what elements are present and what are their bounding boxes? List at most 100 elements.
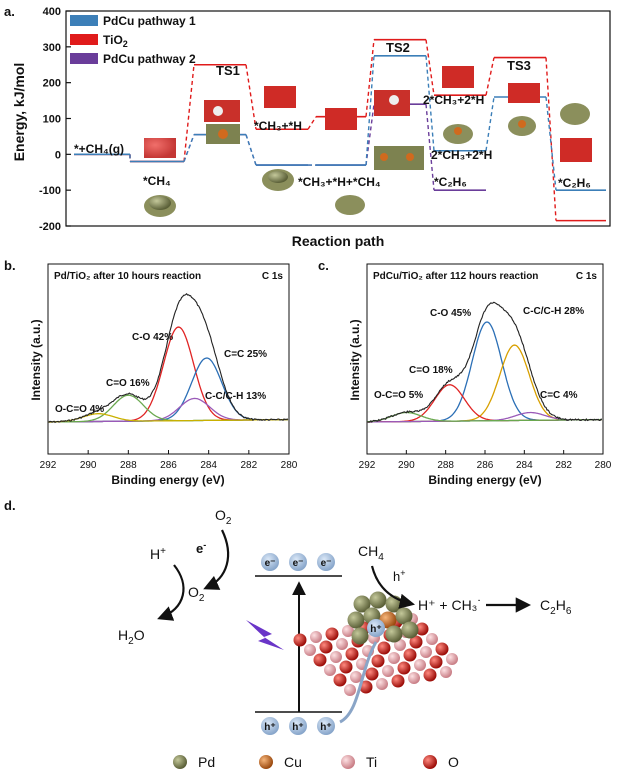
title-c: PdCu/TiO₂ after 112 hours reaction	[373, 271, 538, 282]
peak-label-b-c-o: C=O 16%	[106, 378, 150, 389]
structure-snapshots	[144, 66, 592, 217]
atom-pd-swatch	[173, 755, 187, 769]
x-tick-label: 280	[281, 460, 298, 471]
cluster-atom-7	[351, 627, 369, 645]
slab-atom-9	[319, 640, 333, 654]
atom-legend: Pd Cu Ti O	[173, 754, 459, 770]
y-tick-label: 300	[43, 42, 61, 54]
y-tick-label: -100	[39, 185, 61, 197]
label-ch3-h: *CH₃+*H	[254, 119, 302, 133]
hole-3-label: h⁺	[320, 722, 331, 733]
cluster-atom-6	[395, 607, 413, 625]
x-tick-label: 286	[477, 460, 494, 471]
e-minus-label: e-	[196, 540, 206, 556]
connector-pdcu-pathway-1-7	[545, 96, 557, 191]
photocatalysis-scheme: e⁻ e⁻ e⁻ h⁺ h⁺ h⁺ h⁺ O2 e- O2- H+	[118, 507, 572, 735]
y-tick-label: 400	[43, 6, 61, 18]
slab-atom-40	[344, 684, 356, 696]
connector-tio2-7	[545, 57, 557, 221]
envelope-curve	[366, 301, 602, 423]
slab-atom-2	[325, 627, 339, 641]
slab-atom-3	[342, 625, 354, 637]
panel-label-d: d.	[4, 498, 16, 513]
electrons: e⁻ e⁻ e⁻	[261, 553, 335, 571]
x-tick-label: 280	[595, 460, 612, 471]
connector-tio2-1	[183, 64, 195, 162]
snapshot-ts3-tio2	[508, 83, 540, 103]
panel-label-c: c.	[318, 258, 329, 273]
label-c2h6-mid: *C₂H₆	[434, 175, 467, 189]
corner-label-b: C 1s	[262, 271, 284, 282]
cluster-hole-label: h⁺	[370, 624, 381, 635]
peak-component-4	[48, 413, 288, 423]
light-bolt-icon	[246, 620, 284, 650]
slab-atom-28	[388, 652, 400, 664]
label-ch4-gas: *+CH₄(g)	[74, 142, 124, 156]
connector-tio2-3	[307, 116, 317, 130]
cluster-hole	[367, 619, 385, 637]
slab-atom-41	[359, 680, 373, 694]
peak-label-c-cc: C=C 4%	[540, 390, 578, 401]
slab-atom-37	[414, 659, 426, 671]
y-tick-label: 0	[55, 149, 61, 161]
snapshot-pdcu-ch4	[144, 195, 176, 217]
peak-label-c-oco: O-C=O 5%	[374, 390, 423, 401]
x-ticks-b: 292 290 288 286 284 282 280	[40, 450, 298, 471]
label-2ch3-2h-top: 2*CH₃+2*H	[423, 93, 484, 107]
connector-pdcu-pathway-1-2	[245, 134, 257, 166]
y-label-b: Intensity (a.u.)	[29, 319, 43, 400]
slab-atom-36	[397, 661, 411, 675]
snapshot-2ch3-tio2	[442, 66, 474, 88]
y-label-c: Intensity (a.u.)	[348, 319, 362, 400]
atom-o-swatch	[423, 755, 437, 769]
slab-atom-43	[391, 674, 405, 688]
hole-1-label: h⁺	[264, 722, 275, 733]
legend-swatch-pdcu1	[70, 15, 98, 26]
hole-migration-path	[339, 641, 378, 724]
slab-atom-17	[330, 651, 342, 663]
atom-pd-label: Pd	[198, 754, 215, 770]
hole-2-label: h⁺	[292, 722, 303, 733]
peak-label-b-cch: C-C/C-H 13%	[205, 391, 266, 402]
slab-atom-34	[365, 667, 379, 681]
peak-component-1	[367, 344, 602, 423]
holes: h⁺ h⁺ h⁺	[261, 717, 335, 735]
snapshot-ch3-h-ch4-pdcu	[335, 195, 365, 215]
slab-atom-42	[376, 678, 388, 690]
x-axis-label: Reaction path	[292, 233, 385, 249]
label-ts1: TS1	[216, 63, 240, 78]
x-tick-label: 284	[200, 460, 217, 471]
snapshot-c2h6-pdcu	[560, 103, 590, 125]
peak-label-c-co: C-O 45%	[430, 308, 471, 319]
y-tick-label: 200	[43, 78, 61, 90]
atom-ti-swatch	[341, 755, 355, 769]
slab-atom-8	[304, 644, 316, 656]
o2-reduction-arrow	[203, 529, 230, 590]
label-ts2: TS2	[386, 40, 410, 55]
panel-label-b: b.	[4, 258, 16, 273]
y-tick-label: -200	[39, 221, 61, 233]
label-ch3-h-ch4: *CH₃+*H+*CH₄	[298, 175, 381, 189]
slab-atom-33	[350, 671, 362, 683]
slab-atom-29	[403, 648, 417, 662]
slab-atom-27	[371, 654, 385, 668]
label-2ch3-2h-bottom: 2*CH₃+2*H	[431, 148, 492, 162]
peak-label-b-co: C-O 42%	[132, 332, 173, 343]
x-tick-label: 290	[398, 460, 415, 471]
ch4-label: CH4	[358, 543, 384, 563]
slab-atom-31	[435, 642, 449, 656]
x-label-c: Binding energy (eV)	[428, 473, 541, 487]
snapshot-2ch3-pdcu	[443, 124, 473, 144]
cluster-atom-3	[347, 611, 365, 629]
peak-label-c-c-o: C=O 18%	[409, 365, 453, 376]
electron-2-label: e⁻	[293, 558, 304, 569]
snapshot-ch3-h-pdcu	[262, 169, 294, 191]
legend: PdCu pathway 1 TiO2 PdCu pathway 2	[70, 14, 196, 66]
state-annotations: *+CH₄(g) *CH₄ TS1 *CH₃+*H *CH₃+*H+*CH₄ T…	[74, 40, 591, 190]
slab-atom-38	[429, 655, 443, 669]
xps-curves-b	[48, 293, 289, 424]
x-ticks-c: 292 290 288 286 284 282 280	[359, 450, 612, 471]
slab-atom-21	[394, 639, 406, 651]
slab-atom-20	[377, 641, 391, 655]
